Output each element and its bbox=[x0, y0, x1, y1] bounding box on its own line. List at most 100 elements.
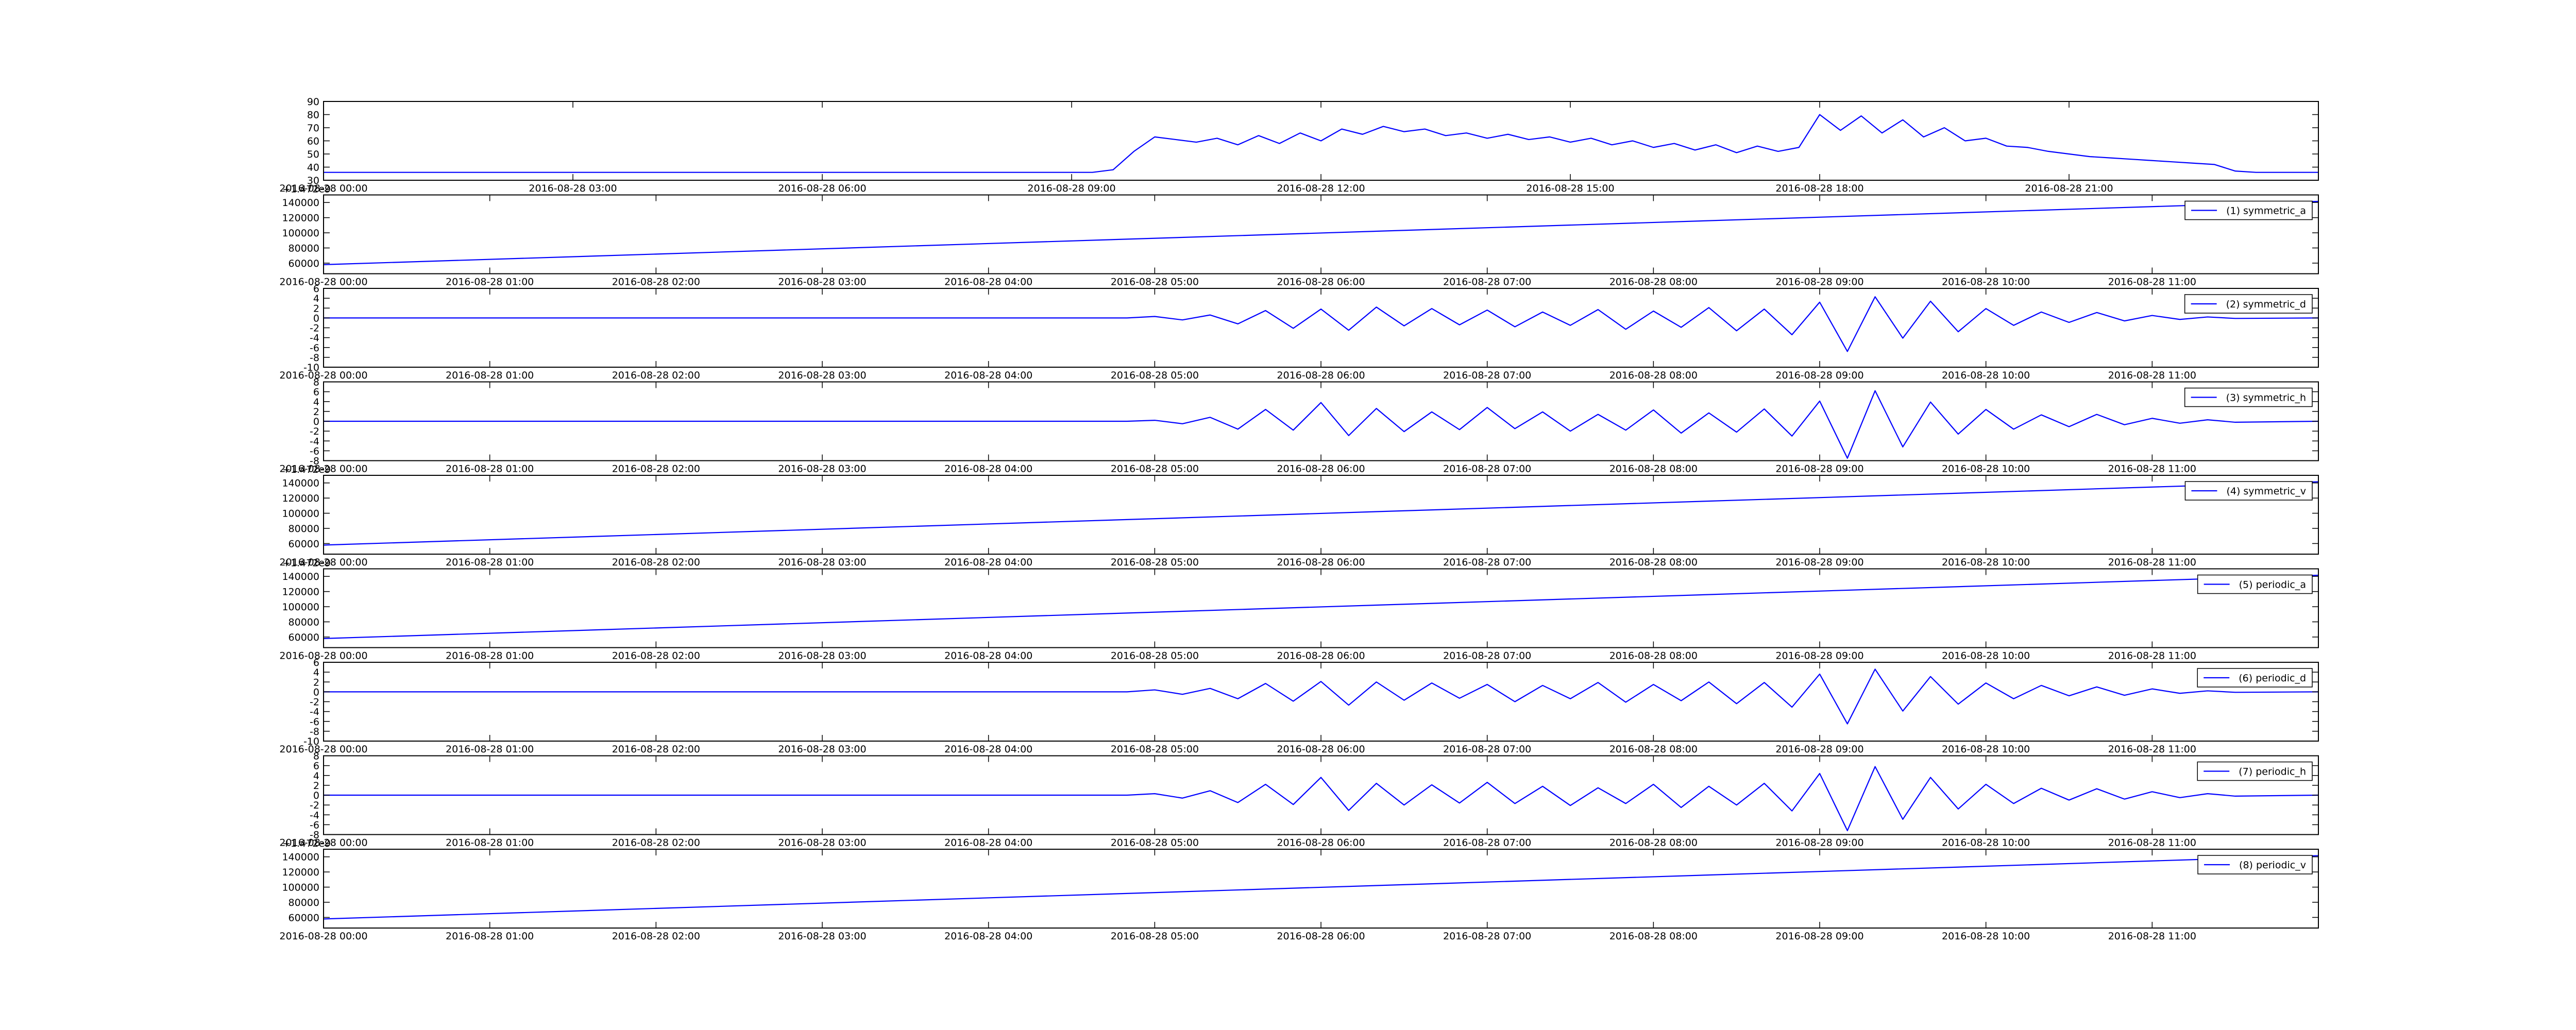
x-tick-label: 2016-08-28 11:00 bbox=[2108, 837, 2196, 849]
x-tick-label: 2016-08-28 10:00 bbox=[1942, 744, 2030, 755]
x-tick-label: 2016-08-28 08:00 bbox=[1609, 744, 1698, 755]
legend-label: (7) periodic_h bbox=[2239, 766, 2306, 778]
y-tick-label: -4 bbox=[310, 810, 319, 821]
y-tick-label: 120000 bbox=[282, 867, 319, 878]
plot-content bbox=[324, 114, 2318, 173]
x-tick-label: 2016-08-28 09:00 bbox=[1027, 183, 1115, 194]
y-tick-label: 40 bbox=[307, 162, 319, 174]
x-tick-label: 2016-08-28 06:00 bbox=[1277, 464, 1365, 475]
x-tick-label: 2016-08-28 03:00 bbox=[778, 650, 866, 662]
x-tick-label: 2016-08-28 00:00 bbox=[279, 370, 367, 381]
x-tick-label: 2016-08-28 01:00 bbox=[446, 370, 534, 381]
plot-area bbox=[324, 662, 2318, 741]
x-tick-label: 2016-08-28 15:00 bbox=[1526, 183, 1614, 194]
x-tick-label: 2016-08-28 10:00 bbox=[1942, 837, 2030, 849]
x-tick-label: 2016-08-28 11:00 bbox=[2108, 370, 2196, 381]
subplot: 2016-08-28 00:00 2016-08-28 01:00 2016-08-… bbox=[279, 751, 2319, 849]
y-tick-label: -2 bbox=[310, 800, 319, 811]
x-tick-label: 2016-08-28 05:00 bbox=[1111, 650, 1199, 662]
x-tick-label: 2016-08-28 00:00 bbox=[279, 557, 367, 568]
subplot: 2016-08-28 00:00 2016-08-28 01:00 2016-08-… bbox=[279, 377, 2319, 475]
x-tick-label: 2016-08-28 02:00 bbox=[612, 931, 700, 942]
x-tick-label: 2016-08-28 09:00 bbox=[1775, 557, 1863, 568]
y-tick-label: 50 bbox=[307, 149, 319, 160]
x-tick-label: 2016-08-28 06:00 bbox=[1277, 557, 1365, 568]
plot-content bbox=[324, 574, 2318, 639]
y-tick-label: -6 bbox=[310, 716, 319, 728]
x-tick-label: 2016-08-28 02:00 bbox=[612, 557, 700, 568]
x-tick-label: 2016-08-28 04:00 bbox=[944, 837, 1032, 849]
y-tick-label: 30 bbox=[307, 175, 319, 186]
x-tick-label: 2016-08-28 00:00 bbox=[279, 277, 367, 288]
legend-box bbox=[2197, 574, 2313, 594]
y-tick-label: -2 bbox=[310, 323, 319, 334]
x-tick-label: 2016-08-28 11:00 bbox=[2108, 931, 2196, 942]
x-tick-label: 2016-08-28 05:00 bbox=[1111, 277, 1199, 288]
x-tick-label: 2016-08-28 09:00 bbox=[1775, 370, 1863, 381]
y-tick-label: -4 bbox=[310, 333, 319, 344]
y-tick-label: 100000 bbox=[282, 602, 319, 613]
legend-label: (4) symmetric_v bbox=[2226, 486, 2306, 497]
x-tick-label: 2016-08-28 04:00 bbox=[944, 744, 1032, 755]
x-tick-label: 2016-08-28 10:00 bbox=[1942, 370, 2030, 381]
y-tick-label: -8 bbox=[310, 726, 319, 737]
y-tick-label: 100000 bbox=[282, 882, 319, 894]
x-tick-label: 2016-08-28 08:00 bbox=[1609, 931, 1698, 942]
y-tick-label: 60000 bbox=[289, 912, 319, 923]
y-tick-label: 100000 bbox=[282, 228, 319, 239]
x-tick-label: 2016-08-28 09:00 bbox=[1775, 931, 1863, 942]
y-tick-label: -10 bbox=[303, 362, 319, 373]
x-tick-label: 2016-08-28 08:00 bbox=[1609, 277, 1698, 288]
x-tick-label: 2016-08-28 04:00 bbox=[944, 277, 1032, 288]
data-line bbox=[324, 114, 2318, 173]
y-tick-label: 6 bbox=[313, 657, 319, 668]
y-tick-label: 4 bbox=[313, 770, 319, 782]
x-tick-label: 2016-08-28 01:00 bbox=[446, 650, 534, 662]
x-tick-label: 2016-08-28 08:00 bbox=[1609, 650, 1698, 662]
plot-content bbox=[324, 296, 2318, 352]
x-tick-label: 2016-08-28 02:00 bbox=[612, 744, 700, 755]
y-tick-label: -10 bbox=[303, 736, 319, 747]
plot-content bbox=[324, 766, 2318, 831]
x-tick-label: 2016-08-28 03:00 bbox=[778, 370, 866, 381]
x-tick-label: 2016-08-28 01:00 bbox=[446, 744, 534, 755]
y-tick-label: 70 bbox=[307, 123, 319, 134]
y-tick-label: 0 bbox=[313, 686, 319, 698]
y-tick-label: 60000 bbox=[289, 258, 319, 269]
legend-label: (8) periodic_v bbox=[2239, 860, 2306, 871]
x-tick-label: 2016-08-28 07:00 bbox=[1443, 744, 1531, 755]
x-tick-label: 2016-08-28 09:00 bbox=[1775, 464, 1863, 475]
subplot: 2016-08-28 00:00 2016-08-28 01:00 2016-08-… bbox=[279, 464, 2319, 568]
legend-label: (1) symmetric_a bbox=[2226, 205, 2306, 217]
y-tick-label: 140000 bbox=[282, 571, 319, 582]
y-tick-label: 2 bbox=[313, 780, 319, 792]
x-tick-label: 2016-08-28 07:00 bbox=[1443, 837, 1531, 849]
x-tick-label: 2016-08-28 03:00 bbox=[778, 557, 866, 568]
x-tick-label: 2016-08-28 07:00 bbox=[1443, 931, 1531, 942]
y-tick-label: 120000 bbox=[282, 213, 319, 224]
x-tick-label: 2016-08-28 09:00 bbox=[1775, 837, 1863, 849]
plot-area bbox=[324, 288, 2318, 367]
legend-label: (3) symmetric_h bbox=[2226, 392, 2306, 404]
y-tick-label: 90 bbox=[307, 96, 319, 108]
x-tick-label: 2016-08-28 18:00 bbox=[1775, 183, 1863, 194]
x-tick-label: 2016-08-28 00:00 bbox=[279, 183, 367, 194]
x-tick-label: 2016-08-28 06:00 bbox=[1277, 370, 1365, 381]
y-tick-label: 0 bbox=[313, 313, 319, 324]
subplot: 2016-08-28 00:00 2016-08-28 01:00 2016-08-… bbox=[279, 838, 2319, 942]
x-tick-label: 2016-08-28 03:00 bbox=[778, 931, 866, 942]
y-tick-label: 80 bbox=[307, 110, 319, 121]
data-line bbox=[324, 481, 2318, 546]
x-tick-label: 2016-08-28 10:00 bbox=[1942, 464, 2030, 475]
x-tick-label: 2016-08-28 03:00 bbox=[778, 837, 866, 849]
y-tick-label: 80000 bbox=[289, 243, 319, 254]
y-tick-label: 4 bbox=[313, 293, 319, 304]
x-tick-label: 2016-08-28 02:00 bbox=[612, 650, 700, 662]
x-tick-label: 2016-08-28 12:00 bbox=[1277, 183, 1365, 194]
x-tick-label: 2016-08-28 05:00 bbox=[1111, 837, 1199, 849]
data-line bbox=[324, 296, 2318, 352]
x-tick-label: 2016-08-28 07:00 bbox=[1443, 557, 1531, 568]
data-line bbox=[324, 668, 2318, 725]
